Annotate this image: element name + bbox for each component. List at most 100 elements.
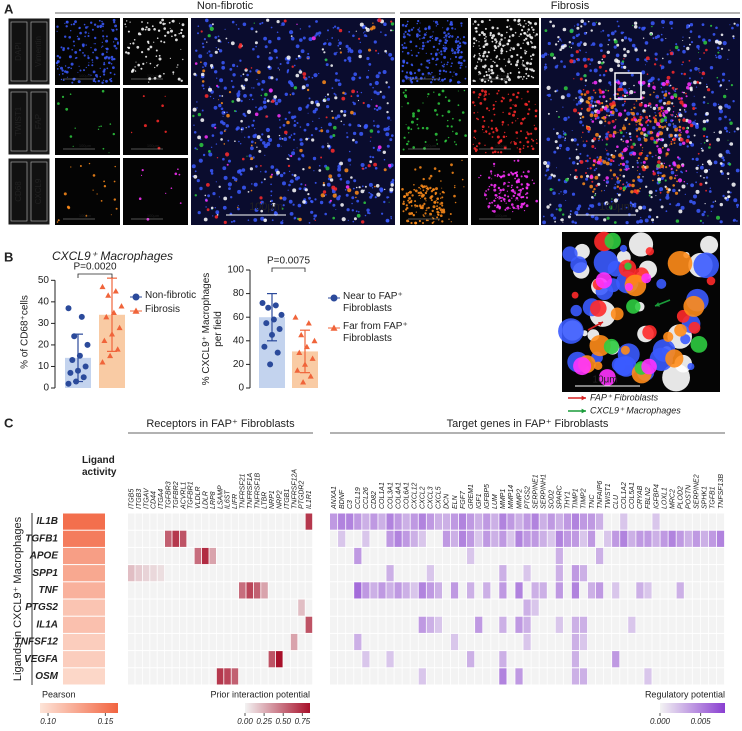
cell-dot [103,61,105,64]
point [311,337,318,344]
heat-cell [531,599,539,616]
cell-dot [380,31,382,33]
cell-dot [575,97,577,99]
cell-dot [337,167,342,172]
cell-dot [643,104,648,108]
cell-dot [493,210,496,213]
heat-cell [338,599,346,616]
cell-dot [717,51,720,54]
cell-dot [210,67,213,69]
heat-cell [571,616,580,633]
cell-dot [314,219,316,221]
cell-dot [406,23,409,26]
legend-label: Non-fibrotic [145,290,197,301]
cell-dot [612,160,615,163]
cell-dot [406,102,410,105]
cell-dot [324,96,327,98]
cell-dot [569,174,572,176]
heat-cell [239,547,246,565]
point [278,311,285,318]
cell-dot [206,208,210,212]
cell-dot [408,132,410,134]
cell-dot [353,217,357,221]
point [298,331,305,338]
cell-dot [691,102,696,107]
heat-cell [261,582,268,599]
cell-dot [601,116,604,119]
column-label: LIFR [232,494,239,509]
cell-dot [93,23,97,26]
cell-dot [506,42,510,46]
cell-dot [314,107,318,111]
cell-dot [334,116,338,120]
cell-dot [527,132,530,136]
cell-dot [628,183,632,187]
heat-cell [268,668,276,685]
heat-cell [692,513,700,530]
cell-dot [674,134,677,137]
cell-dot [632,142,636,146]
cell-dot [130,131,133,134]
cell-dot [314,181,317,184]
cell-dot [293,123,297,127]
cell-dot [231,85,235,89]
cell-dot [661,90,664,94]
cell-dot [715,54,717,57]
heat-cell [434,530,443,547]
column-label: SERPINE1 [532,474,539,509]
cell-dot [214,126,217,129]
cell-dot [360,163,365,167]
cell-dot [281,138,284,140]
cell-dot [442,65,445,68]
cell-dot [260,216,265,221]
y-tick-label: 0 [238,383,244,394]
cell-dot [299,38,303,42]
heat-cell [135,582,142,599]
heat-cell [305,668,313,685]
ligand-axis-label: Ligands in CXCL9⁺ Macrophages [12,516,24,681]
cell-dot [298,187,302,190]
cell-dot [657,160,661,164]
cell-dot [143,124,147,128]
heat-cell [595,565,604,582]
heat-cell [708,668,717,685]
cell-dot [501,197,504,199]
cell-dot [302,36,306,40]
cell-dot [658,156,661,159]
cell-dot [587,20,590,23]
cell-dot [580,107,583,110]
cell-dot [657,177,662,182]
cell-dot [698,81,702,85]
cell-dot [568,157,571,160]
cell-dot [643,26,646,30]
cell-dot [98,19,101,22]
heat-cell [612,599,620,616]
heat-cell [595,530,604,547]
cell-dot [689,123,694,128]
heat-cell [410,582,418,599]
cell-dot [459,45,462,47]
cell-dot [270,165,275,169]
cell-dot [631,43,636,48]
cell-dot [65,25,68,28]
cell-dot [421,37,423,40]
cell-dot [134,66,136,68]
cell-dot [378,71,381,75]
cell-dot [623,94,627,98]
cell-dot [328,42,332,46]
heat-cell [475,616,483,633]
cell-dot [339,161,343,166]
cell-dot [623,53,627,58]
heat-cell [128,651,135,668]
cell-dot [358,54,362,59]
cell-dot [337,82,342,87]
cell-dot [217,39,221,43]
cell-dot [668,92,671,95]
cell-dot [604,120,607,123]
cell-dot [708,143,712,146]
cell-dot [349,49,354,54]
cell-dot [65,107,69,111]
cell-dot [683,109,686,111]
point [84,341,91,348]
cell-dot [665,38,667,39]
